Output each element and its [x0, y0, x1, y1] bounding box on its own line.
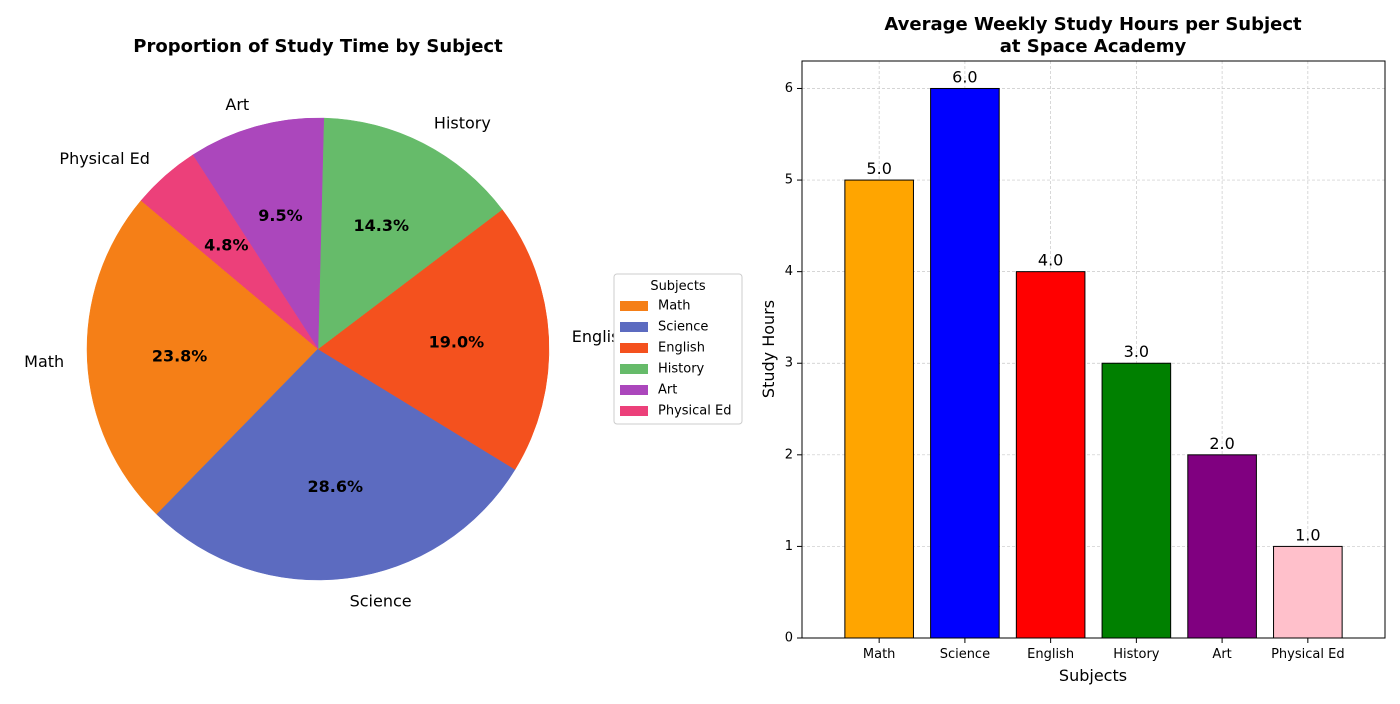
bar-x-tick-label-physical-ed: Physical Ed: [1271, 647, 1344, 662]
bar-y-tick-label: 4: [785, 264, 793, 279]
bar-english: [1015, 271, 1086, 639]
pie-slice-english: [317, 209, 550, 470]
bar-bars: [844, 87, 1343, 639]
pie-slice-physical-ed: [140, 154, 319, 350]
bar-y-ticks: 0 1 2 3 4 5 6: [785, 81, 802, 646]
bar-y-tick-label: 3: [785, 356, 793, 371]
legend-swatch-history: [620, 364, 648, 374]
pie-percent-english: 19.0%: [429, 333, 485, 352]
pie-label-history: History: [434, 113, 491, 132]
bar-science: [930, 87, 1000, 639]
bar-y-tick-label: 1: [785, 539, 793, 554]
pie-slice-history: [317, 117, 503, 350]
bar-title-line-2: at Space Academy: [1000, 36, 1187, 57]
legend-label-science: Science: [658, 320, 708, 335]
bar-history: [1101, 362, 1172, 639]
pie-percent-history: 14.3%: [353, 216, 409, 235]
bar-value-label-math: 5.0: [866, 159, 891, 178]
bar-x-axis-label: Subjects: [1059, 666, 1127, 685]
legend-title: Subjects: [650, 279, 706, 294]
pie-percent-physical-ed: 4.8%: [204, 236, 248, 255]
bar-y-tick-label: 5: [785, 173, 793, 188]
legend-swatch-science: [620, 322, 648, 332]
pie-percent-labels: 23.8% 28.6% 19.0% 14.3% 9.5% 4.8%: [152, 206, 484, 496]
bar-x-tick-label-science: Science: [940, 647, 990, 662]
legend-label-physical-ed: Physical Ed: [658, 404, 731, 419]
bar-y-axis-label: Study Hours: [759, 300, 778, 398]
bar-x-tick-label-art: Art: [1212, 647, 1231, 662]
bar-value-label-history: 3.0: [1124, 342, 1149, 361]
legend-swatch-english: [620, 343, 648, 353]
legend-label-history: History: [658, 362, 705, 377]
pie-percent-art: 9.5%: [258, 206, 302, 225]
legend-swatch-art: [620, 385, 648, 395]
legend-label-english: English: [658, 341, 705, 356]
legend-label-art: Art: [658, 383, 677, 398]
pie-label-science: Science: [350, 592, 412, 611]
bar-plot-frame: [801, 60, 1386, 639]
pie-label-art: Art: [225, 95, 249, 114]
bar-value-label-art: 2.0: [1209, 434, 1234, 453]
bar-chart: Average Weekly Study Hours per Subject a…: [759, 14, 1386, 685]
legend-items: Math Science English History Art Physical Ed: [620, 299, 731, 419]
legend-swatch-math: [620, 301, 648, 311]
bar-x-tick-label-history: History: [1113, 647, 1160, 662]
bar-value-label-physical-ed: 1.0: [1295, 525, 1320, 544]
legend-swatch-physical-ed: [620, 406, 648, 416]
legend-label-math: Math: [658, 299, 691, 314]
bar-value-labels: 5.0 6.0 4.0 3.0 2.0 1.0: [866, 67, 1320, 544]
bar-title-line-1: Average Weekly Study Hours per Subject: [884, 14, 1302, 35]
pie-slice-art: [192, 117, 325, 350]
bar-value-label-science: 6.0: [952, 67, 977, 86]
bar-x-tick-label-math: Math: [863, 647, 896, 662]
bar-y-tick-label: 0: [785, 631, 793, 646]
pie-slices: [86, 117, 550, 581]
bar-value-label-english: 4.0: [1038, 251, 1063, 270]
pie-slice-science: [156, 348, 516, 581]
bar-physical-ed: [1273, 545, 1343, 639]
bar-y-tick-label: 2: [785, 447, 793, 462]
pie-percent-math: 23.8%: [152, 346, 208, 365]
pie-label-physical-ed: Physical Ed: [59, 149, 149, 168]
pie-percent-science: 28.6%: [307, 477, 363, 496]
pie-legend: Subjects Math Science English History Art Phy…: [613, 273, 743, 425]
bar-x-ticks: Math Science English History Art Physical Ed: [863, 638, 1345, 662]
pie-chart: Proportion of Study Time by Subject Math…: [24, 36, 629, 611]
bar-y-tick-label: 6: [785, 81, 793, 96]
pie-label-math: Math: [24, 352, 64, 371]
bar-math: [844, 179, 914, 639]
pie-slice-math: [86, 200, 319, 515]
bar-art: [1187, 454, 1257, 639]
pie-title: Proportion of Study Time by Subject: [133, 36, 503, 57]
bar-x-tick-label-english: English: [1027, 647, 1074, 662]
